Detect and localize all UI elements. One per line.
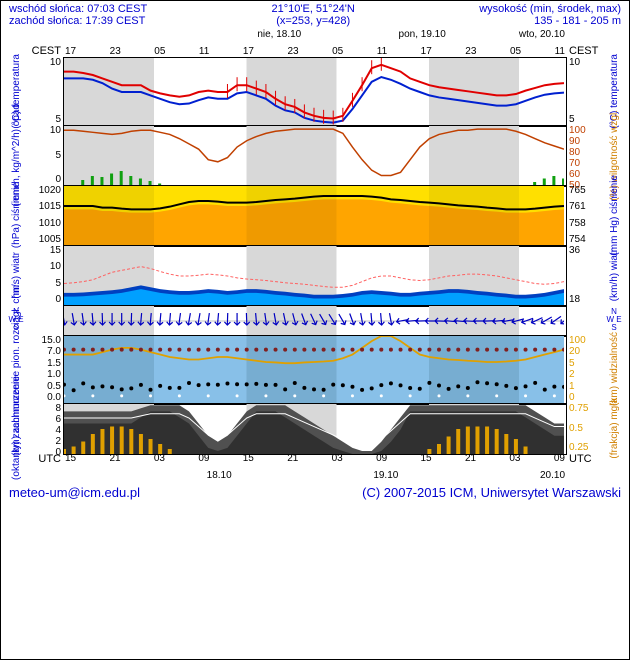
alt-label: wysokość (min, środek, max): [479, 3, 621, 15]
header: wschód słońca: 07:03 CEST zachód słońca:…: [1, 1, 629, 29]
chart-area: CEST nie, 18.10 pon, 19.10 wto, 20.10 17…: [1, 29, 629, 481]
footer: meteo-um@icm.edu.pl (C) 2007-2015 ICM, U…: [1, 481, 629, 504]
alt-val: 135 - 181 - 205 m: [534, 15, 621, 27]
sunset: zachód słońca: 17:39 CEST: [9, 15, 147, 27]
forecast-panel: wschód słońca: 07:03 CEST zachód słońca:…: [0, 0, 630, 660]
copyright: (C) 2007-2015 ICM, Uniwersytet Warszawsk…: [362, 485, 621, 500]
email[interactable]: meteo-um@icm.edu.pl: [9, 485, 140, 500]
coords: 21°10'E, 51°24'N: [272, 3, 355, 15]
sunrise: wschód słońca: 07:03 CEST: [9, 3, 147, 15]
xy: (x=253, y=428): [276, 15, 350, 27]
